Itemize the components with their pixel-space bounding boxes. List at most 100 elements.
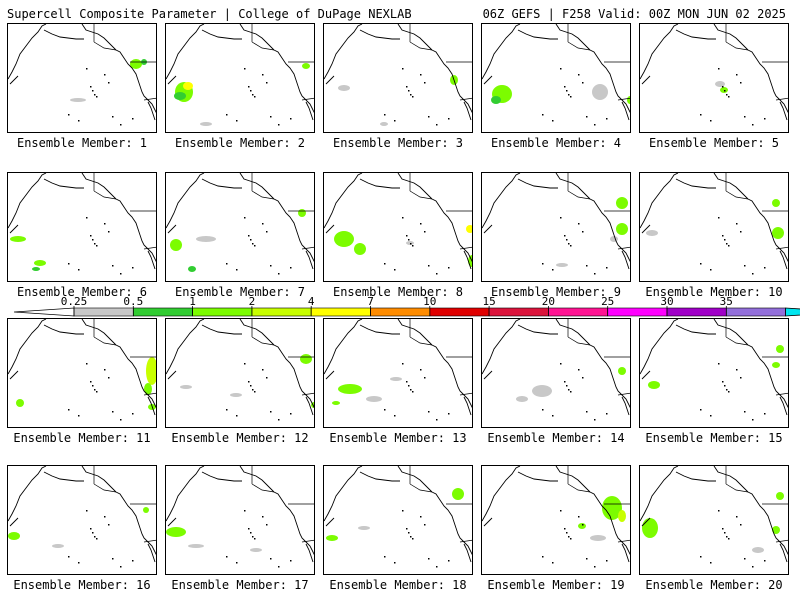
coastline [747, 49, 773, 87]
political-border [775, 392, 788, 396]
ensemble-member-map [7, 172, 157, 282]
run-valid-time: 06Z GEFS | F258 Valid: 00Z MON JUN 02 20… [482, 7, 786, 21]
coastline [555, 466, 591, 493]
island [710, 415, 712, 417]
coastline [43, 178, 84, 189]
island [236, 562, 238, 564]
island [582, 524, 584, 526]
scp-shaded-area [326, 535, 338, 541]
island [92, 90, 94, 92]
scp-shaded-area [52, 544, 64, 548]
ensemble-member-label: Ensemble Member: 12 [171, 431, 309, 445]
island [428, 265, 430, 267]
ensemble-member-map [639, 172, 789, 282]
map-canvas [640, 319, 788, 421]
scp-shaded-area [146, 357, 156, 385]
coastline [483, 517, 493, 527]
map-canvas [324, 173, 472, 275]
island [436, 124, 438, 126]
coastline [675, 471, 716, 482]
island [402, 510, 404, 512]
coastline [455, 85, 472, 114]
map-canvas [324, 24, 472, 126]
coastline [167, 75, 177, 85]
political-border [143, 392, 156, 396]
coastline [324, 24, 363, 80]
scp-shaded-area [143, 507, 149, 513]
coastline [779, 101, 788, 121]
island [586, 558, 588, 560]
island [448, 118, 450, 120]
island [740, 231, 742, 233]
coastline [455, 380, 472, 409]
coastline [621, 543, 630, 563]
ensemble-member-label: Ensemble Member: 11 [13, 431, 151, 445]
island [566, 532, 568, 534]
coastline [771, 527, 788, 556]
ensemble-member-map [165, 465, 315, 575]
island [410, 94, 412, 96]
island [96, 538, 98, 540]
island [278, 124, 280, 126]
coastline [305, 101, 314, 121]
map-canvas [482, 466, 630, 568]
political-border [617, 246, 630, 250]
island [278, 419, 280, 421]
scp-shaded-area [642, 518, 658, 538]
scp-shaded-area [334, 231, 354, 247]
coastline [641, 224, 651, 234]
ensemble-member-map [165, 318, 315, 428]
coastline [613, 380, 630, 409]
island [406, 381, 408, 383]
coastline [166, 24, 205, 80]
island [722, 235, 724, 237]
island [420, 74, 422, 76]
coastline [359, 471, 400, 482]
island [736, 516, 738, 518]
island [724, 385, 726, 387]
island [394, 562, 396, 564]
island [104, 223, 106, 225]
ensemble-member-map [323, 465, 473, 575]
coastline [167, 224, 177, 234]
coastline [779, 250, 788, 270]
island [710, 269, 712, 271]
political-border [251, 190, 275, 200]
colorbar-bin [251, 307, 312, 317]
map-canvas [8, 319, 156, 421]
island [252, 243, 254, 245]
island [578, 369, 580, 371]
island [78, 269, 80, 271]
island [568, 243, 570, 245]
ensemble-member-map [323, 23, 473, 133]
island [726, 536, 728, 538]
political-border [409, 483, 433, 493]
political-border [617, 392, 630, 396]
island [236, 269, 238, 271]
coastline [325, 517, 335, 527]
island [384, 409, 386, 411]
scp-shaded-area [166, 527, 186, 537]
island [570, 96, 572, 98]
island [420, 223, 422, 225]
coastline [463, 101, 472, 121]
island [92, 532, 94, 534]
coastline [589, 198, 615, 236]
island [710, 562, 712, 564]
scp-shaded-area [300, 354, 312, 364]
coastline [297, 234, 314, 263]
island [406, 86, 408, 88]
coastline [297, 85, 314, 114]
colorbar-tick-label: 10 [423, 296, 436, 308]
island [394, 120, 396, 122]
island [290, 267, 292, 269]
island [744, 116, 746, 118]
island [736, 74, 738, 76]
coastline [555, 24, 591, 51]
island [566, 385, 568, 387]
island [92, 385, 94, 387]
island [724, 90, 726, 92]
map-canvas [8, 466, 156, 568]
island [112, 265, 114, 267]
coastline [747, 198, 773, 236]
